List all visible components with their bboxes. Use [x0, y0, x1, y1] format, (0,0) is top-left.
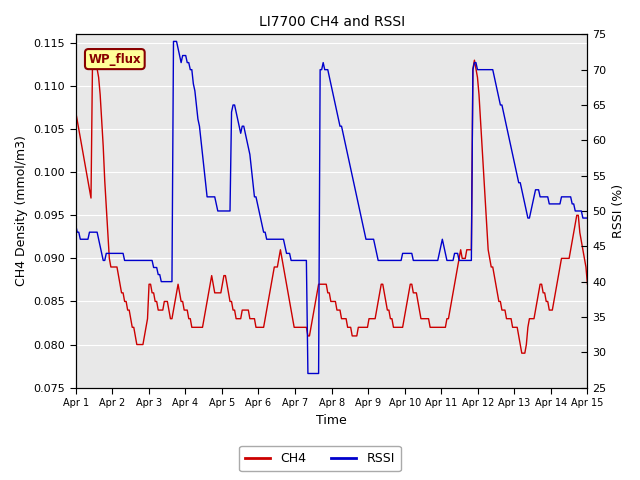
CH4 [89, 57, 97, 63]
RSSI [72, 222, 79, 228]
Y-axis label: RSSI (%): RSSI (%) [612, 184, 625, 238]
Y-axis label: CH4 Density (mmol/m3): CH4 Density (mmol/m3) [15, 135, 28, 287]
RSSI [584, 215, 591, 221]
RSSI [170, 38, 177, 44]
RSSI [186, 67, 194, 72]
RSSI [362, 236, 370, 242]
CH4 [78, 144, 86, 149]
CH4 [498, 307, 506, 313]
CH4 [72, 109, 79, 115]
Text: WP_flux: WP_flux [88, 53, 141, 66]
CH4 [518, 350, 525, 356]
CH4 [360, 324, 368, 330]
CH4 [492, 281, 500, 287]
CH4 [186, 316, 194, 322]
Line: CH4: CH4 [76, 60, 588, 353]
RSSI [226, 208, 234, 214]
Line: RSSI: RSSI [76, 41, 588, 373]
RSSI [304, 371, 312, 376]
RSSI [493, 88, 501, 94]
Title: LI7700 CH4 and RSSI: LI7700 CH4 and RSSI [259, 15, 404, 29]
CH4 [584, 281, 591, 287]
CH4 [226, 299, 234, 304]
Legend: CH4, RSSI: CH4, RSSI [239, 446, 401, 471]
RSSI [78, 236, 86, 242]
RSSI [500, 109, 508, 115]
X-axis label: Time: Time [316, 414, 347, 427]
